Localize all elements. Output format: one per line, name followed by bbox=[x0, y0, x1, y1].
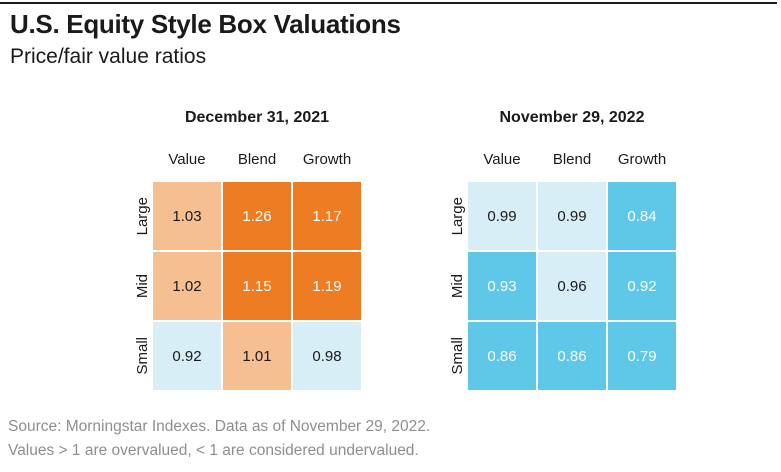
row-label: Mid bbox=[448, 273, 466, 299]
column-header: Growth bbox=[617, 151, 667, 168]
row-labels: Large Mid Small bbox=[131, 182, 153, 390]
column-header: Value bbox=[168, 151, 206, 168]
style-box-cell: 1.01 bbox=[223, 322, 291, 390]
style-box-cell: 0.92 bbox=[153, 322, 221, 390]
style-box-cell: 0.96 bbox=[538, 252, 606, 320]
style-box-cell: 0.84 bbox=[608, 182, 676, 250]
chart-title: U.S. Equity Style Box Valuations bbox=[10, 9, 401, 39]
style-box-cell: 0.92 bbox=[608, 252, 676, 320]
style-box-cell: 0.93 bbox=[468, 252, 536, 320]
row-label: Small bbox=[133, 337, 151, 375]
stylebox-grid: 1.03 1.26 1.17 1.02 1.15 1.19 0.92 1.01 0.98 bbox=[153, 182, 361, 390]
chart-subtitle: Price/fair value ratios bbox=[10, 45, 207, 68]
style-box-cell: 1.26 bbox=[223, 182, 291, 250]
row-labels: Large Mid Small bbox=[446, 182, 468, 390]
column-headers: Value Blend Growth bbox=[468, 151, 676, 168]
style-box-cell: 0.99 bbox=[468, 182, 536, 250]
stylebox-date-title: November 29, 2022 bbox=[499, 109, 645, 126]
row-label: Large bbox=[448, 196, 466, 236]
stylebox-grid: 0.99 0.99 0.84 0.93 0.96 0.92 0.86 0.86 0.79 bbox=[468, 182, 676, 390]
style-box-cell: 0.86 bbox=[468, 322, 536, 390]
row-label: Large bbox=[133, 196, 151, 236]
column-header: Value bbox=[483, 151, 521, 168]
column-header: Blend bbox=[552, 151, 592, 168]
stylebox-nov-2022: November 29, 2022 Value Blend Growth Large… bbox=[446, 105, 676, 395]
style-box-cell: 0.98 bbox=[293, 322, 361, 390]
valuation-note-line: Values > 1 are overvalued, < 1 are consi… bbox=[8, 442, 419, 459]
style-box-cell: 1.17 bbox=[293, 182, 361, 250]
source-note: Source: Morningstar Indexes. Data as of … bbox=[8, 415, 430, 463]
style-box-cell: 1.03 bbox=[153, 182, 221, 250]
row-label: Mid bbox=[133, 273, 151, 299]
column-header: Blend bbox=[237, 151, 277, 168]
row-label: Small bbox=[448, 337, 466, 375]
style-box-cell: 0.99 bbox=[538, 182, 606, 250]
style-box-cell: 1.02 bbox=[153, 252, 221, 320]
column-header: Growth bbox=[302, 151, 352, 168]
column-headers: Value Blend Growth bbox=[153, 151, 361, 168]
top-rule bbox=[0, 2, 777, 4]
style-box-cell: 0.79 bbox=[608, 322, 676, 390]
source-line: Source: Morningstar Indexes. Data as of … bbox=[8, 418, 431, 435]
stylebox-dec-2021: December 31, 2021 Value Blend Growth Large… bbox=[131, 105, 361, 395]
style-box-cell: 1.19 bbox=[293, 252, 361, 320]
stylebox-date-title: December 31, 2021 bbox=[184, 109, 330, 126]
style-box-cell: 1.15 bbox=[223, 252, 291, 320]
style-box-cell: 0.86 bbox=[538, 322, 606, 390]
